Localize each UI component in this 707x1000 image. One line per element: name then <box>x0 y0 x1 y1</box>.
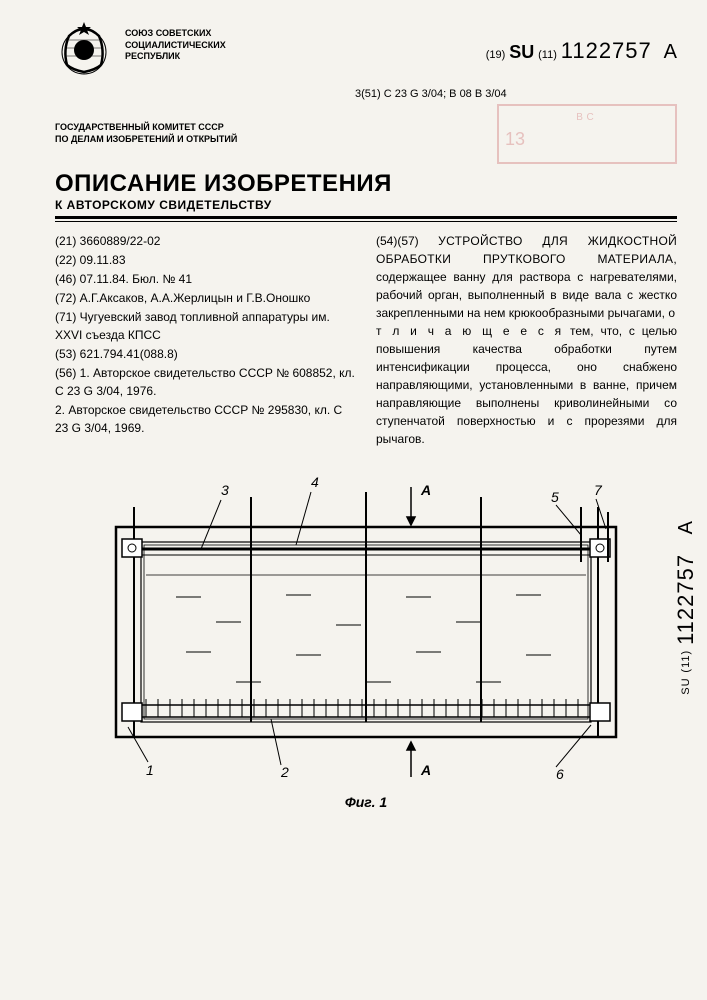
union-line: СОЦИАЛИСТИЧЕСКИХ <box>125 40 474 52</box>
registration-stamp: ВС 13 <box>497 104 677 164</box>
field-46: (46) 07.11.84. Бюл. № 41 <box>55 270 356 288</box>
abstract-prefix: (54)(57) <box>376 234 438 248</box>
body-columns: (21) 3660889/22-02 (22) 09.11.83 (46) 07… <box>55 232 677 449</box>
side-suffix: A <box>675 520 697 534</box>
classification: 3(51) C 23 G 3/04; B 08 B 3/04 <box>55 88 677 100</box>
header: СОЮЗ СОВЕТСКИХ СОЦИАЛИСТИЧЕСКИХ РЕСПУБЛИ… <box>55 20 677 80</box>
side-prefix: SU <box>680 677 692 694</box>
fig-label-2: 2 <box>280 764 289 780</box>
stamp-top: ВС <box>505 112 669 123</box>
figure-drawing: 1 2 3 4 5 6 7 А А <box>86 467 646 787</box>
figure-caption: Фиг. 1 <box>86 794 646 810</box>
left-column: (21) 3660889/22-02 (22) 09.11.83 (46) 07… <box>55 232 356 449</box>
right-column: (54)(57) УСТРОЙСТВО ДЛЯ ЖИДКОСТНОЙ ОБРАБ… <box>376 232 677 449</box>
country-prefix: (19) <box>486 49 506 61</box>
class-prefix: 3(51) <box>355 88 381 100</box>
doc-suffix: A <box>664 41 677 63</box>
fig-label-A: А <box>420 482 431 498</box>
fig-label-A: А <box>420 762 431 778</box>
fig-label-1: 1 <box>146 762 154 778</box>
union-line: РЕСПУБЛИК <box>125 51 474 63</box>
union-line: СОЮЗ СОВЕТСКИХ <box>125 28 474 40</box>
title-block: ОПИСАНИЕ ИЗОБРЕТЕНИЯ К АВТОРСКОМУ СВИДЕТ… <box>55 170 677 212</box>
stamp-num: 13 <box>505 123 669 150</box>
abstract-body2: тем, что, с целью повышения качества обр… <box>376 324 677 446</box>
field-56a: (56) 1. Авторское свидетельство СССР № 6… <box>55 364 356 400</box>
class-codes: C 23 G 3/04; B 08 B 3/04 <box>384 88 507 100</box>
abstract-body1: содержащее ванну для раствора с нагреват… <box>376 270 677 320</box>
figure: 1 2 3 4 5 6 7 А А Фиг. 1 <box>86 467 646 810</box>
field-56b: 2. Авторское свидетельство СССР № 295830… <box>55 401 356 437</box>
side-patent-number: SU (11) 1122757 A <box>673 520 699 695</box>
patent-number: (19) SU (11) 1122757 A <box>486 20 677 64</box>
fig-label-4: 4 <box>311 474 319 490</box>
field-21: (21) 3660889/22-02 <box>55 232 356 250</box>
union-text: СОЮЗ СОВЕТСКИХ СОЦИАЛИСТИЧЕСКИХ РЕСПУБЛИ… <box>125 20 474 63</box>
country-code: SU <box>509 42 534 62</box>
committee-line: ПО ДЕЛАМ ИЗОБРЕТЕНИЙ И ОТКРЫТИЙ <box>55 134 237 146</box>
field-22: (22) 09.11.83 <box>55 251 356 269</box>
committee: ГОСУДАРСТВЕННЫЙ КОМИТЕТ СССР ПО ДЕЛАМ ИЗ… <box>55 122 237 145</box>
divider <box>55 216 677 219</box>
divider <box>55 221 677 222</box>
fig-label-3: 3 <box>221 482 229 498</box>
field-53: (53) 621.794.41(088.8) <box>55 345 356 363</box>
ussr-emblem-icon <box>55 20 113 80</box>
title-main: ОПИСАНИЕ ИЗОБРЕТЕНИЯ <box>55 170 677 198</box>
field-71: (71) Чугуевский завод топливной аппарату… <box>55 308 356 344</box>
committee-line: ГОСУДАРСТВЕННЫЙ КОМИТЕТ СССР <box>55 122 237 134</box>
doc-prefix: (11) <box>538 49 557 61</box>
side-number: 1122757 <box>673 554 698 645</box>
fig-label-7: 7 <box>594 482 603 498</box>
fig-label-6: 6 <box>556 766 564 782</box>
side-mid: (11) <box>680 650 692 673</box>
title-sub: К АВТОРСКОМУ СВИДЕТЕЛЬСТВУ <box>55 198 677 212</box>
field-72: (72) А.Г.Аксаков, А.А.Жерлицын и Г.В.Оно… <box>55 289 356 307</box>
fig-label-5: 5 <box>551 489 559 505</box>
doc-number: 1122757 <box>561 38 652 63</box>
